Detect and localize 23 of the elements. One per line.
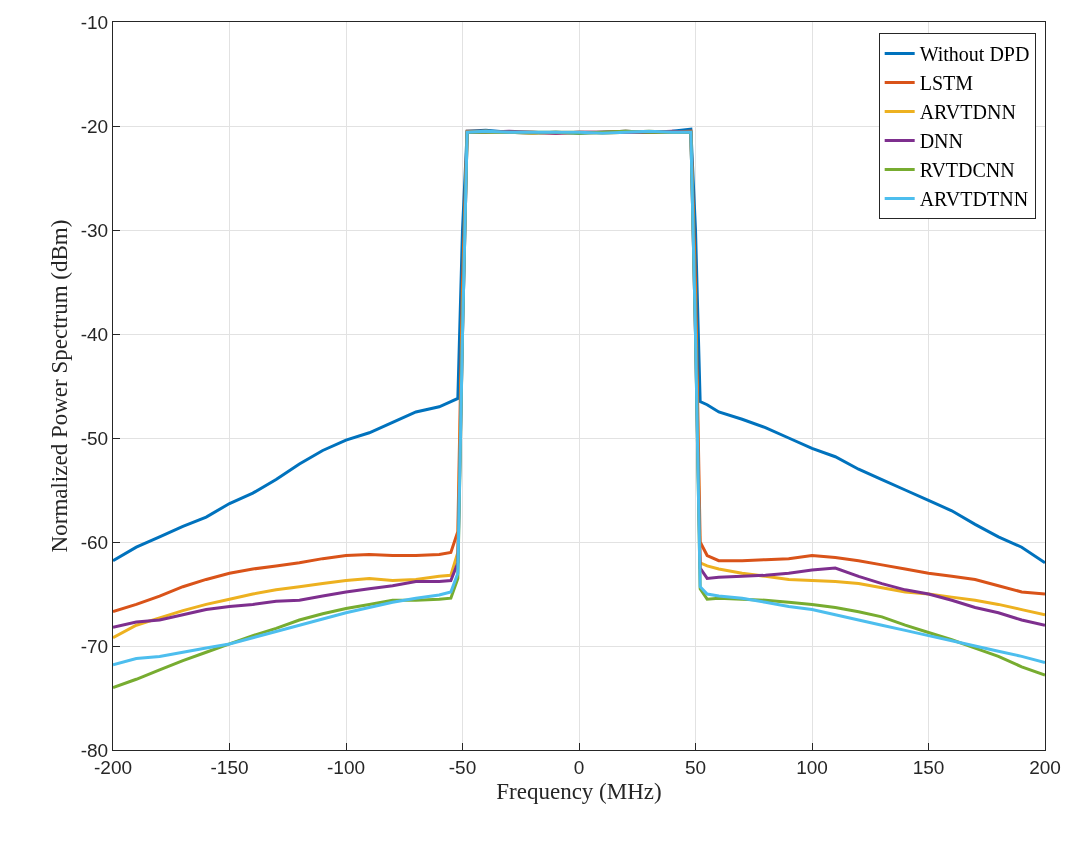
- y-tick-label: -30: [80, 219, 109, 241]
- y-tick-label: -50: [80, 427, 109, 449]
- y-axis-title: Normalized Power Spectrum (dBm): [47, 219, 73, 553]
- y-tick-label: -40: [80, 323, 109, 345]
- x-tick-label: 50: [684, 756, 707, 778]
- y-tick-label: -60: [80, 531, 109, 553]
- y-tick-label: -10: [80, 11, 109, 33]
- legend-label: RVTDCNN: [919, 159, 1015, 182]
- legend-label: LSTM: [919, 72, 974, 95]
- x-tick-label: 200: [1029, 756, 1061, 778]
- x-tick-label: 150: [912, 756, 945, 778]
- x-tick-label: -100: [326, 756, 366, 778]
- x-tick-label: 100: [796, 756, 828, 778]
- y-tick-label: -70: [80, 635, 109, 657]
- y-tick-label: -20: [80, 115, 109, 137]
- legend-label: ARVTDNN: [919, 101, 1016, 124]
- x-tick-label: 0: [573, 756, 585, 778]
- x-tick-label: -50: [448, 756, 477, 778]
- x-axis-title: Frequency (MHz): [496, 779, 662, 805]
- x-tick-label: -150: [210, 756, 249, 778]
- legend-label: ARVTDTNN: [919, 188, 1029, 211]
- legend-label: DNN: [919, 130, 964, 153]
- legend-label: Without DPD: [919, 43, 1030, 66]
